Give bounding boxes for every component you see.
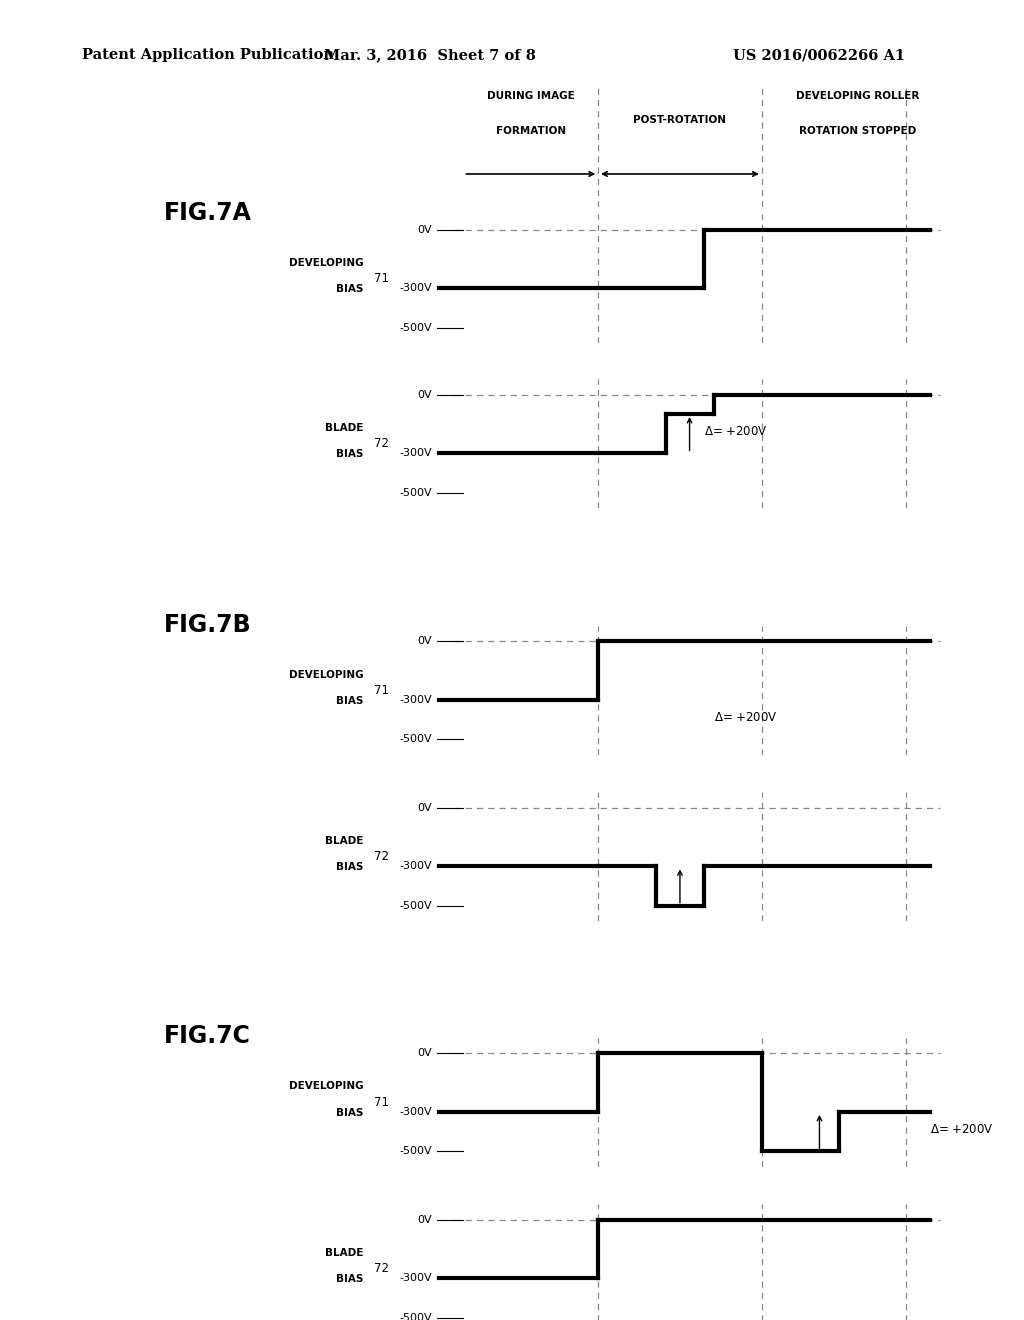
Text: Mar. 3, 2016  Sheet 7 of 8: Mar. 3, 2016 Sheet 7 of 8 [325,49,536,62]
Text: 0V: 0V [418,1214,432,1225]
Text: -300V: -300V [399,449,432,458]
Text: BLADE: BLADE [326,422,364,433]
Text: 0V: 0V [418,224,432,235]
Text: 72: 72 [374,1262,389,1275]
Text: -500V: -500V [399,487,432,498]
Text: -300V: -300V [399,1274,432,1283]
Text: 0V: 0V [418,1048,432,1059]
Text: -300V: -300V [399,1107,432,1117]
Text: BIAS: BIAS [336,1274,364,1284]
Text: -500V: -500V [399,734,432,744]
Text: -300V: -300V [399,862,432,871]
Text: 0V: 0V [418,389,432,400]
Text: 71: 71 [374,272,389,285]
Text: BLADE: BLADE [326,836,364,846]
Text: 0V: 0V [418,636,432,647]
Text: POST-ROTATION: POST-ROTATION [634,115,726,124]
Text: DEVELOPING ROLLER: DEVELOPING ROLLER [797,91,920,100]
Text: 71: 71 [374,684,389,697]
Text: -300V: -300V [399,696,432,705]
Text: DEVELOPING: DEVELOPING [289,669,364,680]
Text: BIAS: BIAS [336,449,364,459]
Text: FORMATION: FORMATION [496,127,566,136]
Text: -500V: -500V [399,322,432,333]
Text: BIAS: BIAS [336,1107,364,1118]
Text: $\Delta$= +200V: $\Delta$= +200V [930,1123,994,1137]
Text: FIG.7C: FIG.7C [164,1024,251,1048]
Text: BIAS: BIAS [336,696,364,706]
Text: BLADE: BLADE [326,1247,364,1258]
Text: DEVELOPING: DEVELOPING [289,257,364,268]
Text: 72: 72 [374,437,389,450]
Text: Patent Application Publication: Patent Application Publication [82,49,334,62]
Text: 0V: 0V [418,803,432,813]
Text: DEVELOPING: DEVELOPING [289,1081,364,1092]
Text: -500V: -500V [399,1146,432,1156]
Text: BIAS: BIAS [336,862,364,873]
Text: $\Delta$= +200V: $\Delta$= +200V [705,425,768,438]
Text: US 2016/0062266 A1: US 2016/0062266 A1 [733,49,905,62]
Text: -500V: -500V [399,900,432,911]
Text: -300V: -300V [399,284,432,293]
Text: ROTATION STOPPED: ROTATION STOPPED [800,127,916,136]
Text: 72: 72 [374,850,389,863]
Text: FIG.7B: FIG.7B [164,612,252,636]
Text: -500V: -500V [399,1312,432,1320]
Text: $\Delta$= +200V: $\Delta$= +200V [714,711,777,725]
Text: BIAS: BIAS [336,284,364,294]
Text: DURING IMAGE: DURING IMAGE [487,91,574,100]
Text: 71: 71 [374,1096,389,1109]
Text: FIG.7A: FIG.7A [164,201,252,224]
